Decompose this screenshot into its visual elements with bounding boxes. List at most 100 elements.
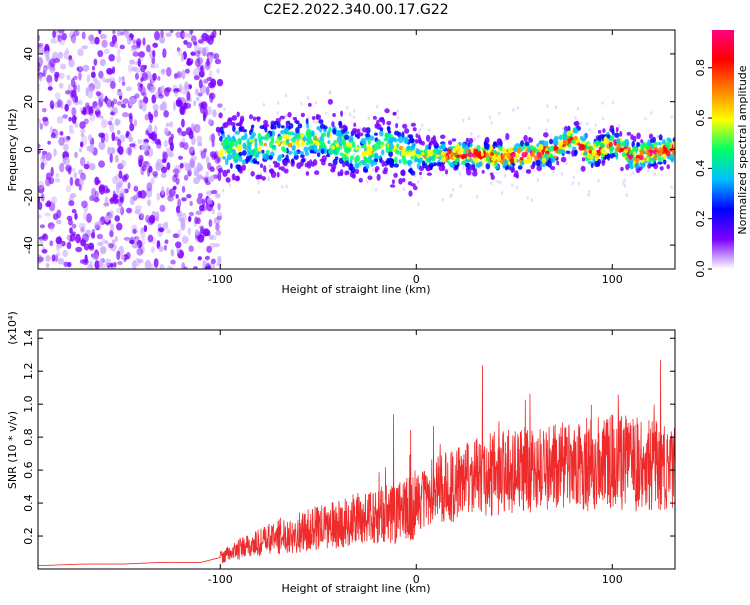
spectrogram-cell [49, 58, 56, 68]
spectrogram-cell [67, 219, 73, 226]
spectrogram-cell [353, 122, 357, 127]
spectrogram-cell [657, 147, 664, 154]
spectrogram-cell [425, 134, 431, 142]
spectrogram-cell [499, 140, 503, 147]
spectrogram-cell [597, 158, 602, 165]
spectrogram-cell [42, 116, 49, 122]
spectrogram-cell [74, 95, 79, 103]
spectrogram-cell [306, 95, 310, 100]
spectrogram-cell [133, 228, 137, 235]
spectrogram-cell [498, 145, 504, 151]
snr-y-tick-label: 1.2 [22, 362, 35, 380]
spectrogram-cell [100, 133, 106, 143]
spectrogram-cell [411, 143, 416, 150]
spectrogram-cell [45, 172, 52, 180]
spectrogram-cell [217, 202, 221, 211]
spectrogram-cell [71, 115, 77, 124]
spectrogram-cell [117, 181, 124, 186]
spectrogram-cell [272, 160, 278, 165]
spectrogram-cell [494, 162, 498, 167]
spectrogram-cell [189, 200, 193, 207]
spectrogram-cell [314, 170, 320, 176]
spectrogram-cell [101, 237, 106, 245]
spectrogram-cell [129, 123, 135, 132]
spectrogram-cell [379, 127, 384, 132]
spectrogram-cell [114, 154, 119, 163]
spectrogram-cell [166, 228, 171, 234]
spectrogram-cell [110, 101, 115, 108]
spectrogram-cell [571, 181, 575, 185]
spectrogram-cell [665, 141, 671, 149]
spectrogram-cell [330, 167, 336, 173]
spectrogram-cell [160, 172, 167, 179]
spectrogram-cell [188, 146, 195, 156]
spectrogram-cell [94, 260, 100, 269]
spectrogram-y-label: Frequency (Hz) [6, 109, 19, 192]
spectrogram-cell [160, 30, 164, 38]
spectrogram-cell [104, 78, 112, 83]
spectrogram-cell [409, 134, 414, 142]
spectrogram-cell [597, 178, 600, 183]
spectrogram-cell [412, 127, 417, 132]
spectrogram-cell [188, 84, 193, 90]
spectrogram-cell [252, 159, 256, 163]
spectrogram-cell [658, 142, 662, 146]
spectrogram-cell [526, 158, 532, 163]
spectrogram-cell [129, 196, 135, 206]
spectrogram-cell [475, 162, 482, 168]
spectrogram-cell [197, 192, 203, 198]
spectrogram-cell [573, 128, 579, 134]
spectrogram-cell [449, 163, 455, 168]
spectrogram-cell [588, 127, 591, 132]
spectrogram-cell [63, 50, 69, 60]
spectrogram-cell [187, 163, 192, 172]
spectrogram-cell [38, 143, 41, 149]
spectrogram-cell [374, 187, 378, 192]
spectrogram-cell [623, 183, 627, 188]
spectrogram-cell [234, 153, 239, 159]
spectrogram-cell [70, 34, 77, 43]
spectrogram-cell [38, 73, 43, 82]
spectrogram-cell [594, 139, 600, 146]
spectrogram-cell [268, 155, 274, 160]
spectrogram-cell [263, 142, 268, 147]
spectrogram-cell [91, 228, 96, 234]
spectrogram-cell [80, 239, 87, 247]
spectrogram-cell [116, 119, 122, 124]
spectrogram-cell [175, 194, 179, 199]
spectrogram-cell [222, 122, 226, 129]
spectrogram-cell [49, 240, 54, 247]
spectrogram-cell [38, 46, 46, 55]
spectrogram-cell [265, 132, 271, 140]
spectrogram-cell [621, 152, 627, 157]
spectrogram-cell [104, 215, 110, 223]
spectrogram-cell [339, 124, 345, 129]
spectrogram-cell [321, 155, 327, 163]
spectrogram-cell [334, 156, 339, 161]
spectrogram-cell [410, 183, 416, 187]
spectrogram-cell [588, 150, 593, 154]
spectrogram-cell [141, 102, 147, 112]
spectrogram-cell [50, 196, 58, 205]
spectrogram-cell [618, 124, 621, 128]
spectrogram-cell [234, 130, 241, 135]
spectrogram-cell [206, 197, 213, 205]
spectrogram-cell [488, 115, 492, 120]
spectrogram-cell [114, 41, 118, 49]
spectrogram-cell [215, 223, 220, 231]
spectrogram-cell [581, 157, 586, 162]
spectrogram-cell [619, 131, 623, 137]
spectrogram-cell [91, 187, 97, 198]
spectrogram-cell [125, 86, 132, 92]
spectrogram-cell [196, 57, 204, 65]
spectrogram-cell [487, 160, 492, 165]
spectrogram-cell [179, 141, 185, 148]
spectrogram-cell [187, 227, 191, 236]
spectrogram-cell [170, 259, 176, 265]
spectrogram-cell [142, 37, 146, 46]
spectrogram-cell [278, 135, 283, 140]
spectrogram-cell [101, 39, 108, 48]
spectrogram-cell [197, 256, 202, 261]
spectrogram-cell [142, 141, 149, 152]
spectrogram-cell [184, 81, 189, 89]
